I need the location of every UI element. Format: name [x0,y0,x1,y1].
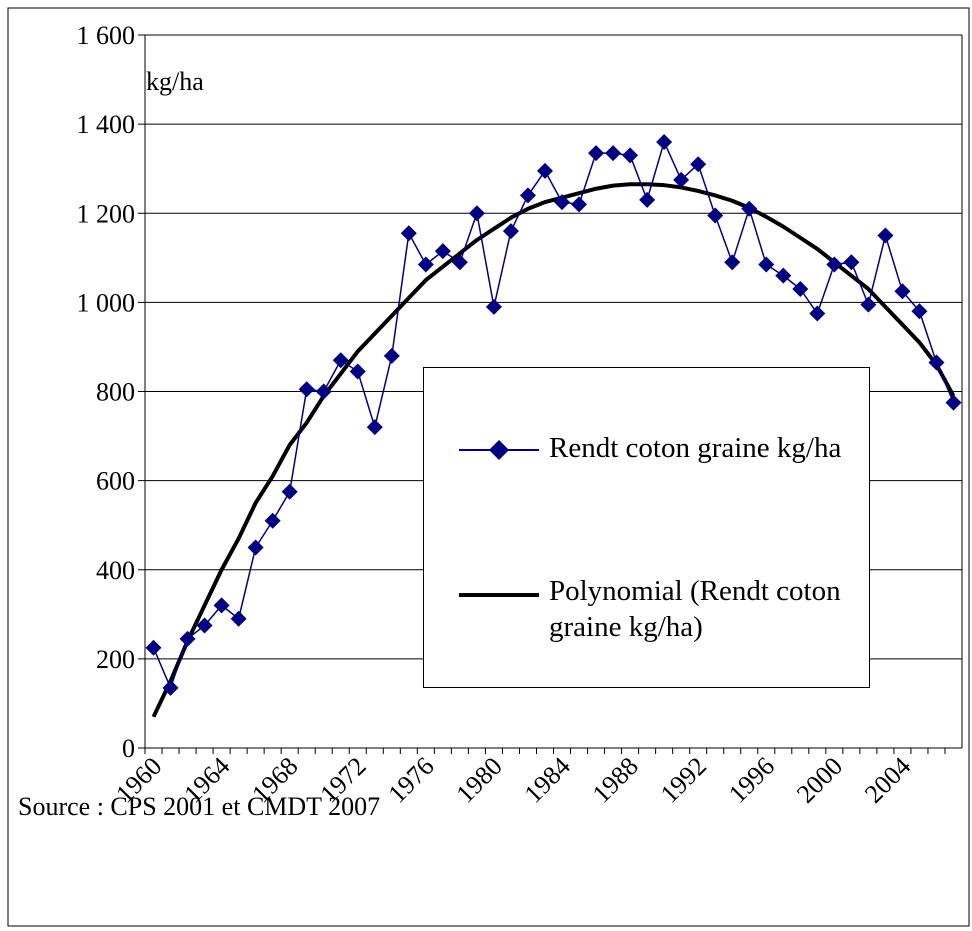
point-marker [451,254,468,271]
point-marker [468,205,485,222]
y-tick-label: 1 000 [77,288,136,317]
point-marker [383,347,400,364]
y-tick-label: 600 [96,467,135,496]
point-marker [162,679,179,696]
frame [7,7,970,927]
point-marker [860,296,877,313]
point-marker [554,194,571,211]
legend: Rendt coton graine kg/ha Polynomial (Ren… [423,367,870,688]
point-marker [434,243,451,260]
point-marker [536,162,553,179]
point-marker [656,133,673,150]
point-marker [400,225,417,242]
y-tick-label: 400 [96,556,135,585]
y-tick-label: 1 600 [77,21,136,50]
y-tick-label: 1 400 [77,110,136,139]
point-marker [519,187,536,204]
unit-label: kg/ha [146,67,204,96]
point-marker [588,145,605,162]
x-tick-label: 1980 [451,751,508,808]
point-marker [264,512,281,529]
legend-label: Polynomial (Rendt coton graine kg/ha) [549,575,841,643]
point-marker [673,171,690,188]
x-tick-label: 1992 [655,751,712,808]
point-marker [690,156,707,173]
point-marker [196,617,213,634]
point-marker [707,207,724,224]
point-marker [792,281,809,298]
point-marker [298,381,315,398]
point-marker [809,305,826,322]
point-marker [332,352,349,369]
point-marker [826,256,843,273]
point-marker [366,419,383,436]
point-marker [315,383,332,400]
point-marker [622,147,639,164]
point-marker [605,145,622,162]
legend-marker [489,440,509,460]
point-marker [230,610,247,627]
point-marker [843,254,860,271]
point-marker [281,483,298,500]
legend-key [459,440,539,460]
legend-key [459,593,539,597]
point-marker [639,191,656,208]
point-marker [758,256,775,273]
point-marker [928,354,945,371]
x-tick-label: 2000 [791,751,848,808]
legend-label: Rendt coton graine kg/ha [549,432,842,464]
y-tick-label: 0 [122,734,135,763]
point-marker [213,597,230,614]
point-marker [911,303,928,320]
point-marker [247,539,264,556]
point-marker [894,283,911,300]
point-marker [145,639,162,656]
point-marker [945,394,962,411]
y-tick-label: 800 [96,378,135,407]
point-marker [179,630,196,647]
source: Source : CPS 2001 et CMDT 2007 [18,792,380,821]
x-tick-label: 1984 [519,751,576,808]
point-marker [349,363,366,380]
x-tick-label: 2004 [859,751,916,808]
point-marker [775,267,792,284]
x-tick-label: 1996 [723,751,780,808]
point-marker [741,200,758,217]
point-marker [571,196,588,213]
point-marker [877,227,894,244]
series-line [151,182,956,718]
y-tick-label: 1 200 [77,199,136,228]
point-marker [502,223,519,240]
x-tick-label: 1988 [587,751,644,808]
x-tick-label: 1976 [382,751,439,808]
point-marker [724,254,741,271]
point-marker [417,256,434,273]
y-tick-label: 200 [96,645,135,674]
point-marker [485,298,502,315]
